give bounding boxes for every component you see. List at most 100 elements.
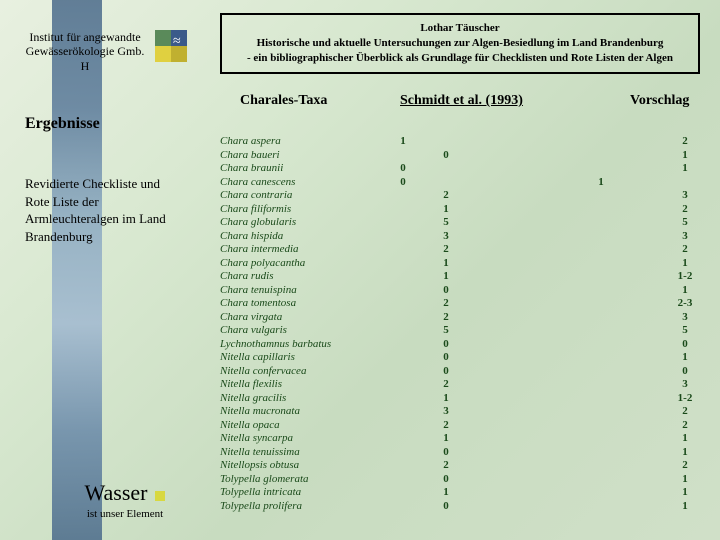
value-col4: 2	[670, 203, 700, 217]
taxon-name: Tolypella intricata	[220, 486, 301, 500]
table-row: Nitellopsis obtusa22	[220, 459, 700, 473]
header-taxa: Charales-Taxa	[240, 93, 327, 109]
value-col4: 2-3	[670, 297, 700, 311]
table-row: Nitella tenuissima01	[220, 446, 700, 460]
taxon-name: Chara rudis	[220, 270, 274, 284]
value-col2: 0	[435, 338, 457, 352]
value-col4: 1	[670, 446, 700, 460]
vertical-accent-bar	[52, 0, 102, 540]
value-col3: 1	[590, 176, 612, 190]
title-line2: Historische und aktuelle Untersuchungen …	[232, 36, 688, 51]
value-col4: 2	[670, 405, 700, 419]
value-col4: 1	[670, 284, 700, 298]
value-col4: 1-2	[670, 270, 700, 284]
value-col1: 0	[392, 176, 414, 190]
table-row: Chara rudis 1 1-2	[220, 270, 700, 284]
taxon-name: Chara polyacantha	[220, 257, 305, 271]
taxon-name: Nitella gracilis	[220, 392, 286, 406]
table-row: Chara virgata 2 3	[220, 311, 700, 325]
value-col2: 2	[435, 459, 457, 473]
value-col2: 5	[435, 216, 457, 230]
value-col4: 1-2	[670, 392, 700, 406]
taxon-name: Chara aspera	[220, 135, 281, 149]
value-col4: 1	[670, 351, 700, 365]
value-col1: 1	[392, 135, 414, 149]
taxon-name: Chara braunii	[220, 162, 283, 176]
table-row: Chara baueri01	[220, 149, 700, 163]
value-col2: 2	[435, 419, 457, 433]
value-col1: 0	[392, 162, 414, 176]
wasser-big: Wasser	[85, 480, 148, 506]
value-col4: 3	[670, 230, 700, 244]
value-col2: 2	[435, 311, 457, 325]
institute-line1: Institut für angewandte	[20, 30, 150, 44]
value-col2: 3	[435, 230, 457, 244]
table-row: Nitella flexilis 2 3	[220, 378, 700, 392]
value-col2: 0	[435, 284, 457, 298]
table-row: Chara polyacantha11	[220, 257, 700, 271]
value-col2: 0	[435, 473, 457, 487]
taxon-name: Nitella flexilis	[220, 378, 282, 392]
value-col2: 3	[435, 405, 457, 419]
table-row: Chara canescens 0 1	[220, 176, 700, 190]
table-row: Nitella capillaris 0 1	[220, 351, 700, 365]
value-col4: 0	[670, 365, 700, 379]
value-col4: 1	[670, 432, 700, 446]
value-col2: 1	[435, 203, 457, 217]
value-col2: 2	[435, 243, 457, 257]
value-col2: 1	[435, 257, 457, 271]
table-row: Tolypella intricata11	[220, 486, 700, 500]
taxon-name: Nitellopsis obtusa	[220, 459, 299, 473]
ergebnisse-heading: Ergebnisse	[25, 115, 100, 133]
yellow-square-icon	[155, 491, 165, 501]
wave-icon: ≈	[173, 34, 181, 50]
taxon-name: Nitella opaca	[220, 419, 280, 433]
taxon-name: Chara hispida	[220, 230, 283, 244]
value-col2: 0	[435, 351, 457, 365]
value-col2: 1	[435, 486, 457, 500]
table-row: Chara tomentosa22-3	[220, 297, 700, 311]
value-col2: 1	[435, 270, 457, 284]
institute-logo: ≈	[155, 30, 187, 62]
taxon-name: Lychnothamnus barbatus	[220, 338, 331, 352]
header-vorschlag: Vorschlag	[630, 93, 689, 109]
table-row: Tolypella glomerata 0 1	[220, 473, 700, 487]
value-col4: 2	[670, 419, 700, 433]
value-col4: 1	[670, 473, 700, 487]
author-name: Lothar Täuscher	[232, 21, 688, 36]
value-col4: 3	[670, 378, 700, 392]
table-row: Chara intermedia22	[220, 243, 700, 257]
taxon-name: Nitella capillaris	[220, 351, 295, 365]
left-description: Revidierte Checkliste und Rote Liste der…	[25, 175, 185, 245]
value-col2: 5	[435, 324, 457, 338]
table-row: Nitella confervacea00	[220, 365, 700, 379]
data-table: Chara aspera12Chara baueri01Chara brauni…	[220, 135, 700, 513]
wasser-slogan: Wasser ist unser Element	[60, 480, 190, 520]
value-col2: 0	[435, 500, 457, 514]
value-col4: 2	[670, 135, 700, 149]
value-col2: 2	[435, 378, 457, 392]
value-col4: 3	[670, 311, 700, 325]
value-col2: 2	[435, 297, 457, 311]
table-row: Tolypella prolifera01	[220, 500, 700, 514]
table-row: Chara filiformis 1 2	[220, 203, 700, 217]
taxon-name: Tolypella glomerata	[220, 473, 309, 487]
taxon-name: Tolypella prolifera	[220, 500, 302, 514]
value-col2: 2	[435, 189, 457, 203]
value-col4: 5	[670, 216, 700, 230]
title-line3: - ein bibliographischer Überblick als Gr…	[232, 51, 688, 66]
taxon-name: Chara vulgaris	[220, 324, 287, 338]
taxon-name: Chara virgata	[220, 311, 282, 325]
taxon-name: Chara canescens	[220, 176, 295, 190]
value-col4: 5	[670, 324, 700, 338]
table-row: Chara braunii01	[220, 162, 700, 176]
table-row: Chara contraria23	[220, 189, 700, 203]
value-col4: 0	[670, 338, 700, 352]
value-col2: 1	[435, 392, 457, 406]
table-row: Chara tenuispina01	[220, 284, 700, 298]
table-row: Chara globularis55	[220, 216, 700, 230]
taxon-name: Chara filiformis	[220, 203, 291, 217]
value-col2: 0	[435, 446, 457, 460]
taxon-name: Chara baueri	[220, 149, 280, 163]
value-col2: 1	[435, 432, 457, 446]
